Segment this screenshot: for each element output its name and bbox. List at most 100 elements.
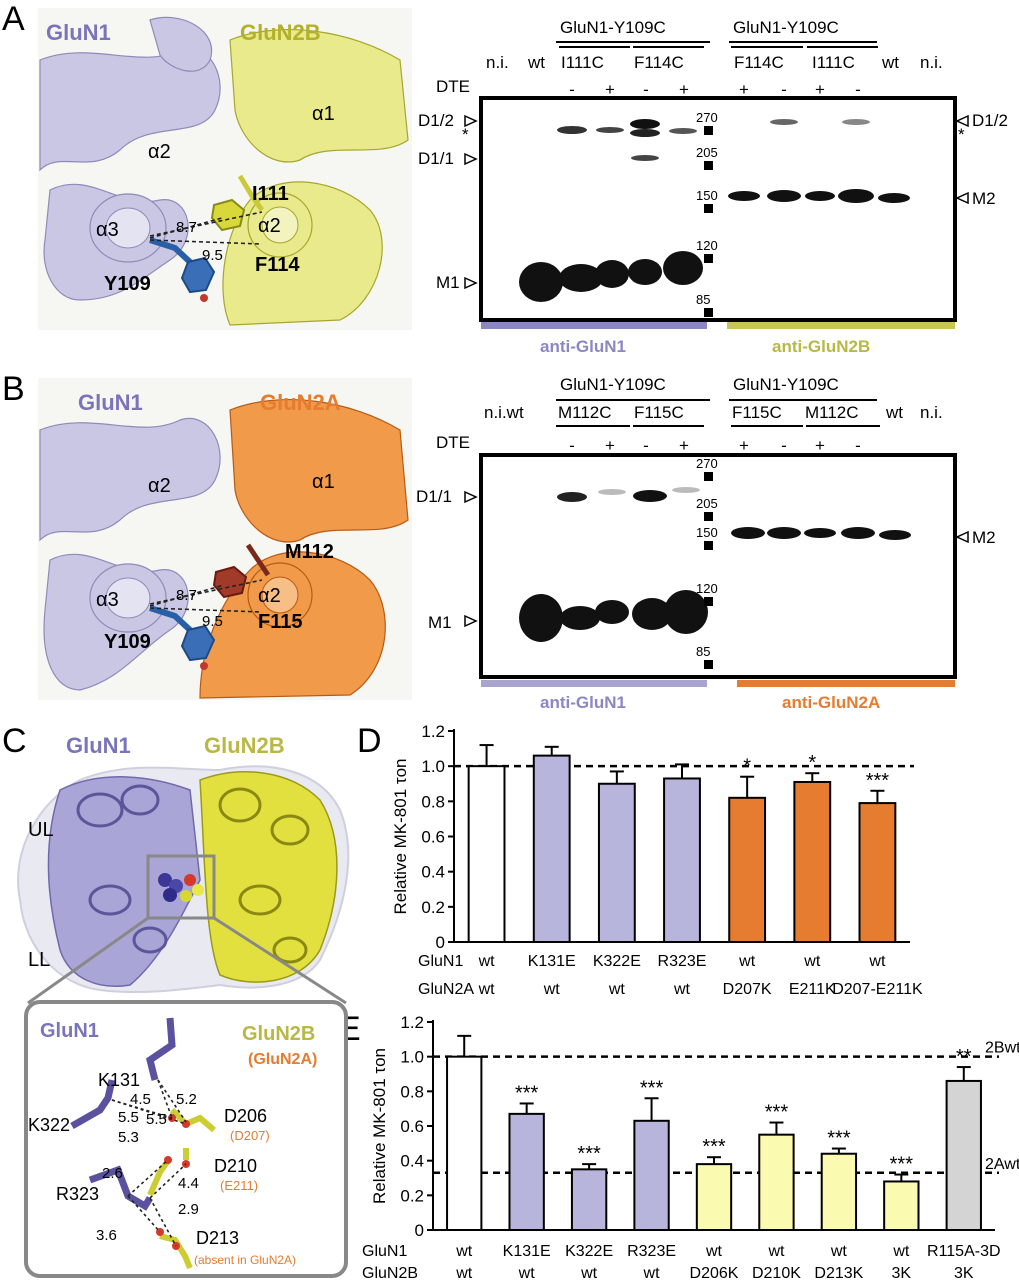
bar — [695, 1163, 733, 1231]
dte-sign: + — [679, 80, 689, 99]
category-label-row1: K322E — [565, 1243, 613, 1260]
blot-a-marker-star: * — [462, 125, 469, 144]
blot-a-marker-d12: D1/2 — [418, 111, 454, 130]
significance-mark: *** — [827, 1128, 851, 1150]
dte-sign: - — [569, 436, 575, 455]
bar — [532, 754, 571, 943]
inset-residue-d210: D210 — [214, 1156, 257, 1176]
category-label-row2: D207K — [723, 981, 772, 998]
panel-a-helix-a1: α1 — [312, 103, 335, 125]
blot-a-right-marker-star: * — [958, 125, 965, 144]
category-label-row1: wt — [738, 953, 756, 970]
category-label-row1: K322E — [593, 953, 641, 970]
category-label-row2: D213K — [814, 1265, 863, 1280]
category-label-row2: D207-E211K — [832, 981, 923, 998]
panel-b-residue-y109: Y109 — [104, 631, 151, 653]
dte-sign: - — [781, 80, 787, 99]
category-label-row1: wt — [892, 1243, 910, 1260]
category-label-row1: wt — [455, 1243, 473, 1260]
mw-label: 85 — [696, 292, 710, 307]
panel-c-inset: GluN1 GluN2B (GluN2A) K131 K322 R323 D20… — [24, 1000, 348, 1278]
panel-c-lobe-ll: LL — [28, 949, 50, 971]
blot-b-lane-wt-right: wt — [885, 403, 903, 422]
blot-b-sub-1: M112C — [558, 403, 612, 422]
panel-a-distance-2: 9.5 — [202, 247, 223, 264]
category-label-row1: R323E — [627, 1243, 676, 1260]
mw-label: 85 — [696, 644, 710, 659]
bar — [883, 1180, 920, 1232]
blot-b-lane-niwt-left: n.i.wt — [484, 403, 524, 422]
blot-b-sub-2: F115C — [634, 403, 684, 422]
panel-c-structure: GluN1 GluN2B UL LL — [17, 733, 350, 1005]
y-tick-label: 1.2 — [421, 722, 445, 741]
category-label-row1: wt — [767, 1243, 785, 1260]
panel-c-chain-glun1: GluN1 — [66, 733, 131, 758]
dte-sign: + — [815, 436, 825, 455]
mw-square — [704, 512, 713, 521]
blot-a-sub-1: I111C — [561, 53, 604, 72]
blot-a-dte-signs: - + - + + - + - — [569, 80, 861, 99]
significance-mark: *** — [515, 1082, 539, 1104]
panel-a-helix-a2-left: α2 — [148, 141, 171, 163]
category-label-row2: D206K — [690, 1265, 739, 1280]
panel-b-distance-2: 9.5 — [202, 613, 223, 630]
panel-a-blot: GluN1-Y109C GluN1-Y109C n.i. wt I111C F1… — [418, 18, 1008, 356]
blot-b-dte-signs: - + - + + - + - — [569, 436, 861, 455]
category-label-row2: wt — [455, 1265, 473, 1280]
inset-chain-glun2a: (GluN2A) — [248, 1051, 317, 1068]
y-tick-label: 0.2 — [421, 898, 445, 917]
inset-residue-d213: D213 — [196, 1228, 239, 1248]
category-label-row2: 3K — [954, 1265, 974, 1280]
blot-a-sub-4: I111C — [812, 53, 855, 72]
panel-a-distance-1: 8.7 — [176, 219, 197, 236]
blot-b-group-right: GluN1-Y109C — [733, 375, 839, 394]
panel-a-helix-a3: α3 — [96, 219, 119, 241]
panel-b-chain-glun1: GluN1 — [78, 390, 143, 415]
panel-b-residue-f115: F115 — [258, 611, 302, 633]
inset-residue-d206: D206 — [224, 1106, 267, 1126]
y-tick-label: 0 — [415, 1221, 424, 1240]
inset-distance: 5.2 — [176, 1091, 197, 1108]
bar — [858, 802, 897, 944]
mw-square — [704, 254, 713, 263]
dte-sign: - — [643, 80, 649, 99]
significance-mark: *** — [765, 1102, 789, 1124]
bar — [793, 780, 832, 943]
panel-a-residue-f114: F114 — [255, 254, 300, 276]
inset-distance: 2.6 — [102, 1165, 123, 1182]
panel-a-structure: GluN1 GluN2B α1 α2 α3 α2 I111 F114 Y109 … — [38, 8, 412, 330]
dte-sign: + — [739, 436, 749, 455]
blot-a-group-left: GluN1-Y109C — [560, 18, 666, 37]
dte-sign: + — [605, 80, 615, 99]
blot-b-group-left: GluN1-Y109C — [560, 375, 666, 394]
significance-mark: *** — [866, 770, 890, 792]
significance-mark: *** — [702, 1136, 726, 1158]
mw-label: 270 — [696, 456, 718, 471]
panel-a-chain-glun1: GluN1 — [46, 20, 111, 45]
blot-b-right-marker-m2: M2 — [972, 528, 996, 547]
mw-label: 150 — [696, 188, 718, 203]
mw-label: 205 — [696, 145, 718, 160]
category-label-row1: R115A-3D — [927, 1243, 1001, 1260]
inset-distance: 5.5 — [118, 1109, 139, 1126]
inset-residue-r323: R323 — [56, 1184, 99, 1204]
mw-square — [704, 204, 713, 213]
significance-mark: * — [808, 752, 816, 774]
inset-distances: 4.5 5.2 5.5 5.5 5.3 2.6 4.4 2.9 3.6 — [96, 1091, 199, 1244]
panel-label-c: C — [2, 722, 27, 760]
panel-a-residue-i111: I111 — [252, 183, 289, 205]
bar — [945, 1079, 982, 1232]
y-axis-label: Relative MK-801 τon — [391, 758, 410, 914]
blot-a-lane-wt-right: wt — [881, 53, 899, 72]
y-tick-label: 0.6 — [400, 1117, 424, 1136]
significance-mark: *** — [577, 1143, 601, 1165]
dte-sign: - — [855, 80, 861, 99]
y-tick-label: 0.8 — [421, 792, 445, 811]
inset-chain-glun1: GluN1 — [40, 1020, 99, 1042]
inset-residue-absent: (absent in GluN2A) — [194, 1253, 296, 1267]
bar — [820, 1152, 858, 1231]
panel-b-distance-1: 8.7 — [176, 587, 197, 604]
dte-sign: - — [781, 436, 787, 455]
dte-sign: + — [815, 80, 825, 99]
